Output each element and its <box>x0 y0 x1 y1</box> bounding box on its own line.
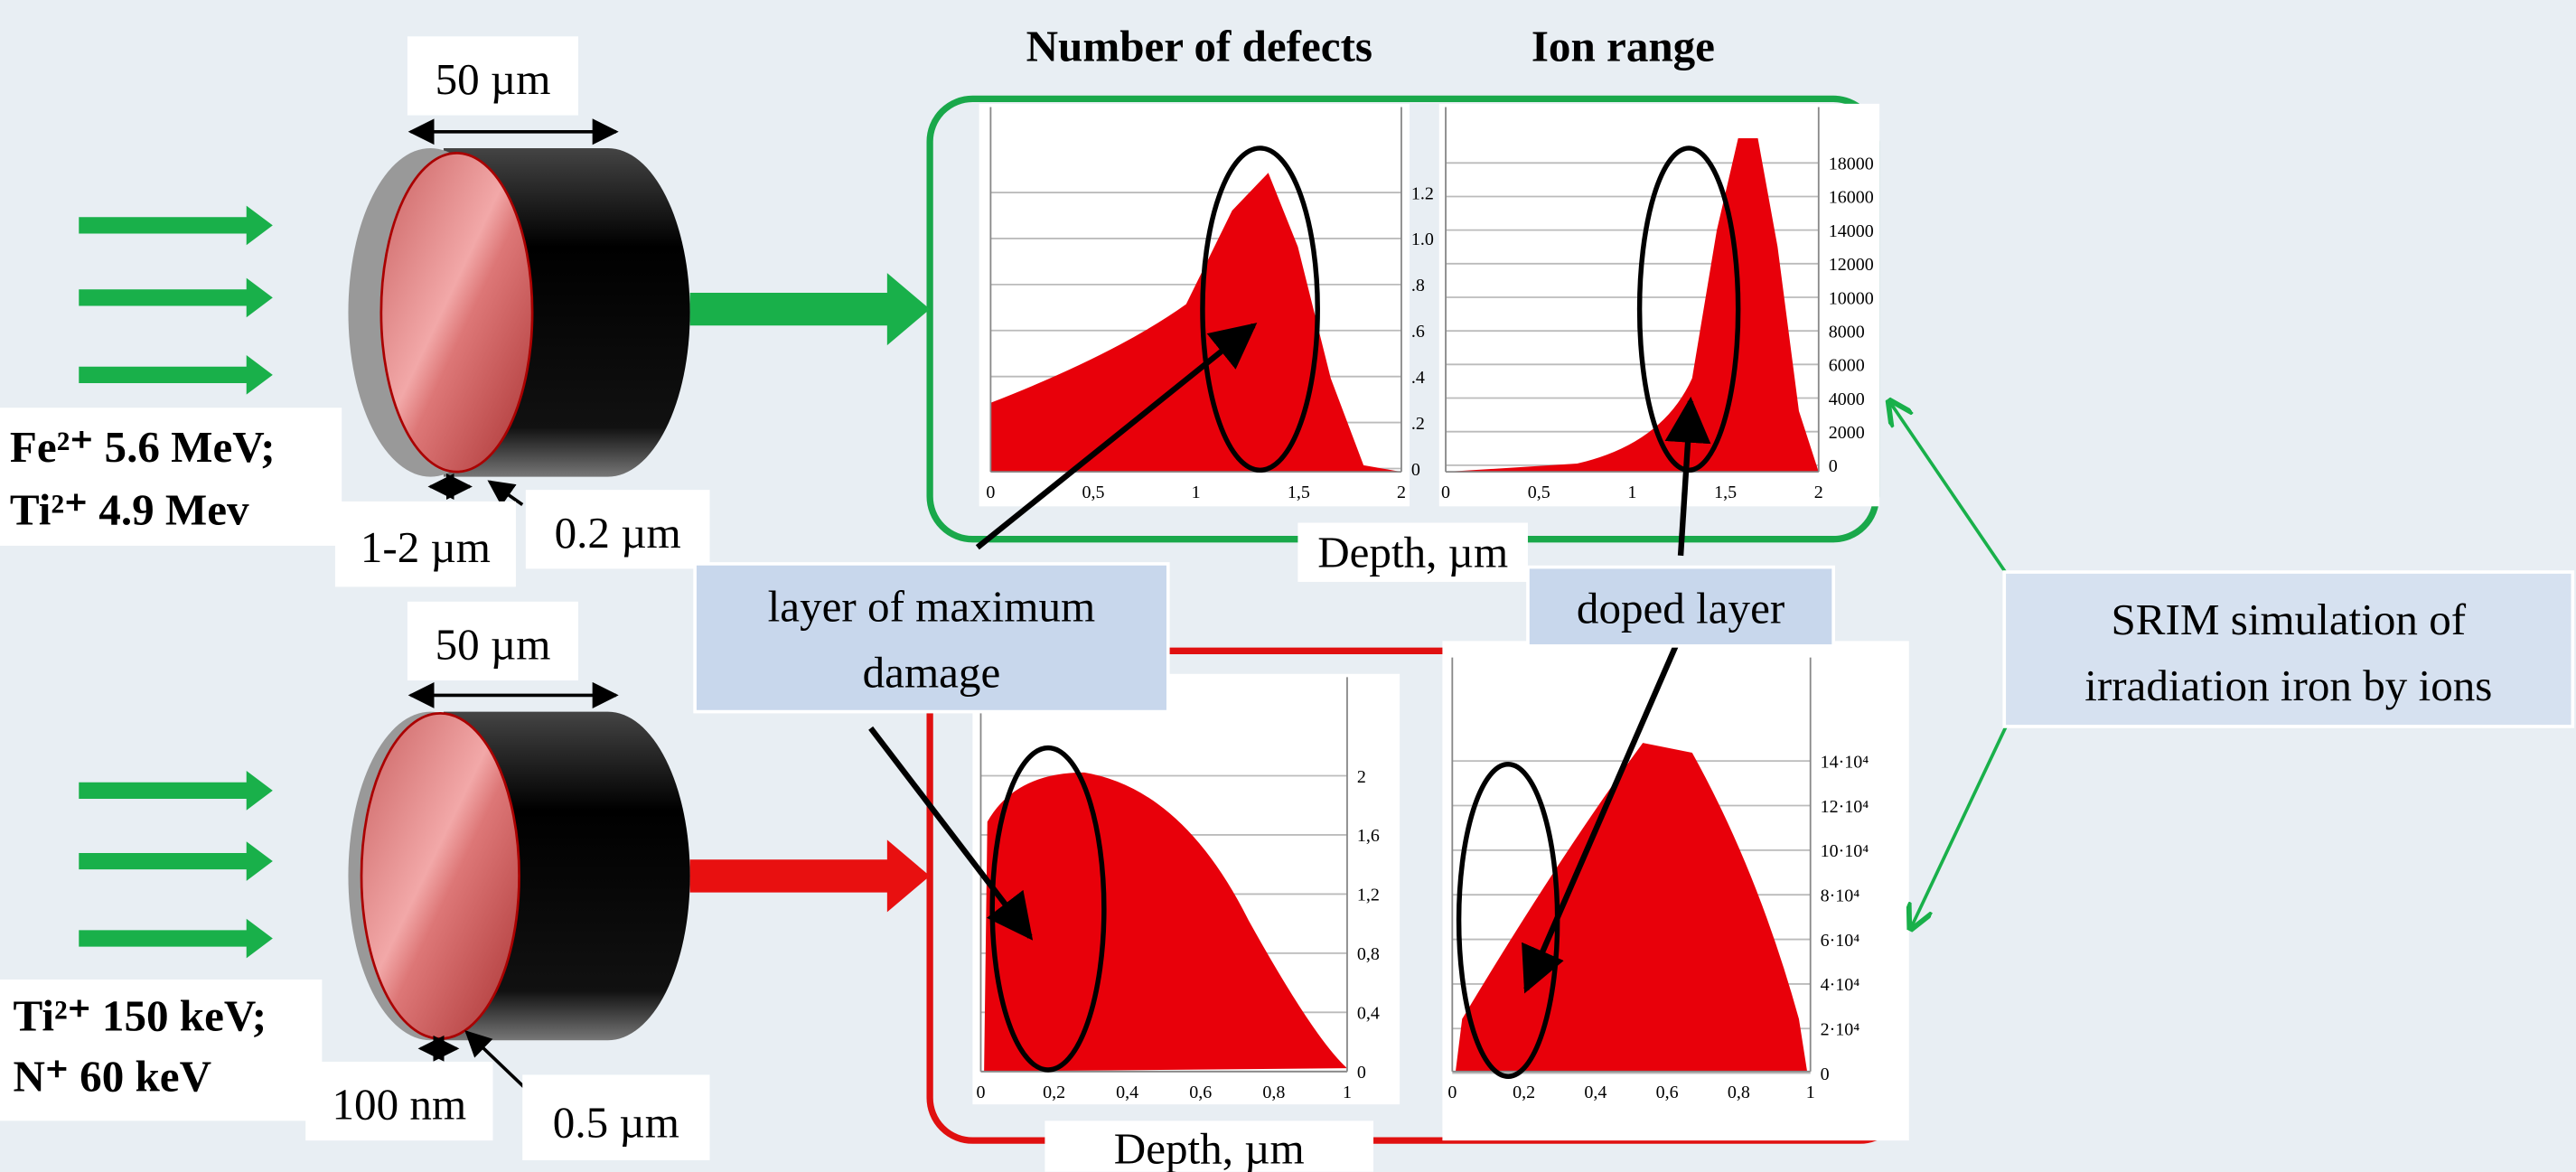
x-tick-label: 1 <box>1192 483 1201 502</box>
header: Ion range <box>1532 22 1715 71</box>
label-bg <box>334 501 516 587</box>
x-tick-label: 0,8 <box>1728 1083 1750 1102</box>
callout-box <box>2002 570 2575 728</box>
ellipse <box>1200 145 1320 473</box>
label-bg <box>407 601 579 681</box>
x-tick-label: 0,2 <box>1043 1083 1065 1102</box>
y-tick-label: 0 <box>1821 1064 1830 1084</box>
y-tick-label: 6·10⁴ <box>1821 931 1860 951</box>
x-tick-label: 0,6 <box>1189 1083 1212 1102</box>
callout: doped layer <box>1577 583 1784 633</box>
y-tick-label: 18000 <box>1829 155 1874 174</box>
ion: Ti²⁺ 150 keV; <box>14 990 267 1040</box>
x-tick-label: 2 <box>1814 483 1823 502</box>
dimension: 0.5 µm <box>553 1098 679 1148</box>
x-tick-label: 0,5 <box>1082 483 1105 502</box>
dimension: 100 nm <box>333 1080 467 1130</box>
ion: N⁺ 60 keV <box>14 1052 212 1102</box>
callout: damage <box>863 647 1001 697</box>
callout-box <box>693 562 1170 714</box>
y-tick-label: 1,6 <box>1357 826 1380 846</box>
x-tick-label: 0,8 <box>1262 1083 1285 1102</box>
x-tick-label: 1,5 <box>1714 483 1737 502</box>
ion: Ti²⁺ 4.9 Mev <box>10 484 249 534</box>
y-tick-label: .4 <box>1411 368 1425 388</box>
y-tick-label: 2000 <box>1829 423 1865 443</box>
y-tick-label: .6 <box>1411 322 1425 342</box>
x-tick-label: 0 <box>986 483 995 502</box>
header: Number of defects <box>1026 22 1372 71</box>
x-tick-label: 1,5 <box>1288 483 1310 502</box>
srim-lines <box>1889 401 2009 929</box>
sample <box>348 147 690 477</box>
y-tick-label: 10·10⁴ <box>1821 841 1869 861</box>
histogram <box>1446 138 1819 473</box>
y-tick-label: 4000 <box>1829 389 1865 409</box>
label-bg <box>0 408 342 546</box>
dimension: 50 µm <box>436 619 551 669</box>
callout: SRIM simulation of <box>2111 595 2466 644</box>
axes: 1.21.0.8.6.4.200 0,5 1 1,5 21800016000140001… <box>976 107 1874 1102</box>
histogram <box>984 772 1347 1072</box>
x-tick-label: 0,4 <box>1584 1083 1606 1102</box>
ion-arrows <box>79 205 931 959</box>
y-tick-label: 14·10⁴ <box>1821 752 1869 772</box>
sample <box>348 711 690 1041</box>
label-bg <box>1297 522 1528 582</box>
label-bg <box>1044 1120 1374 1172</box>
y-tick-label: 4·10⁴ <box>1821 975 1860 995</box>
x-tick-label: 0 <box>1447 1083 1457 1102</box>
y-tick-label: .2 <box>1411 414 1425 434</box>
y-tick-label: 8·10⁴ <box>1821 886 1860 905</box>
y-tick-label: 0,4 <box>1357 1004 1380 1024</box>
x-tick-label: 0,4 <box>1116 1083 1138 1102</box>
y-tick-label: 10000 <box>1829 288 1874 308</box>
x-tick-label: 0 <box>976 1083 985 1102</box>
label-bg <box>305 1061 493 1141</box>
y-tick-label: 1.2 <box>1411 183 1434 203</box>
x-tick-label: 2 <box>1397 483 1406 502</box>
y-tick-label: 6000 <box>1829 356 1865 376</box>
x-tick-label: 0 <box>1441 483 1450 502</box>
label-bg <box>0 979 323 1121</box>
dimension: 1-2 µm <box>361 522 491 572</box>
pointers <box>868 323 1711 994</box>
y-tick-label: .8 <box>1411 276 1425 295</box>
y-tick-label: 1.0 <box>1411 230 1434 249</box>
arrow <box>689 839 931 913</box>
x-tick-label: 0,5 <box>1528 483 1550 502</box>
x-tick-label: 1 <box>1627 483 1636 502</box>
dimension: 0.2 µm <box>555 508 681 558</box>
y-tick-label: 0 <box>1357 1063 1366 1083</box>
y-tick-label: 16000 <box>1829 188 1874 208</box>
y-tick-label: 1,2 <box>1357 886 1380 905</box>
y-tick-label: 0 <box>1411 460 1420 480</box>
y-tick-label: 12000 <box>1829 255 1874 275</box>
y-tick-label: 2·10⁴ <box>1821 1020 1860 1040</box>
axis-title: Depth, µm <box>1114 1124 1305 1172</box>
label-bg <box>407 36 579 116</box>
x-tick-label: 0,2 <box>1513 1083 1535 1102</box>
dim-arrow <box>487 480 524 506</box>
y-tick-label: 12·10⁴ <box>1821 797 1869 817</box>
y-tick-label: 0,8 <box>1357 944 1380 964</box>
label-bg <box>525 490 710 569</box>
x-tick-label: 1 <box>1806 1083 1815 1102</box>
y-tick-label: 14000 <box>1829 221 1874 241</box>
histogram <box>990 173 1401 473</box>
x-tick-label: 0,6 <box>1656 1083 1679 1102</box>
ion: Fe²⁺ 5.6 MeV; <box>10 422 276 472</box>
axis-title: Depth, µm <box>1317 528 1508 577</box>
callout: irradiation iron by ions <box>2084 661 2492 710</box>
callout-box <box>1526 565 1835 648</box>
y-tick-label: 8000 <box>1829 322 1865 342</box>
y-tick-label: 2 <box>1357 767 1366 787</box>
callout: layer of maximum <box>768 582 1096 632</box>
dimension: 50 µm <box>436 54 551 104</box>
y-tick-label: 0 <box>1829 456 1838 476</box>
label-bg <box>522 1074 710 1160</box>
x-tick-label: 1 <box>1343 1083 1352 1102</box>
